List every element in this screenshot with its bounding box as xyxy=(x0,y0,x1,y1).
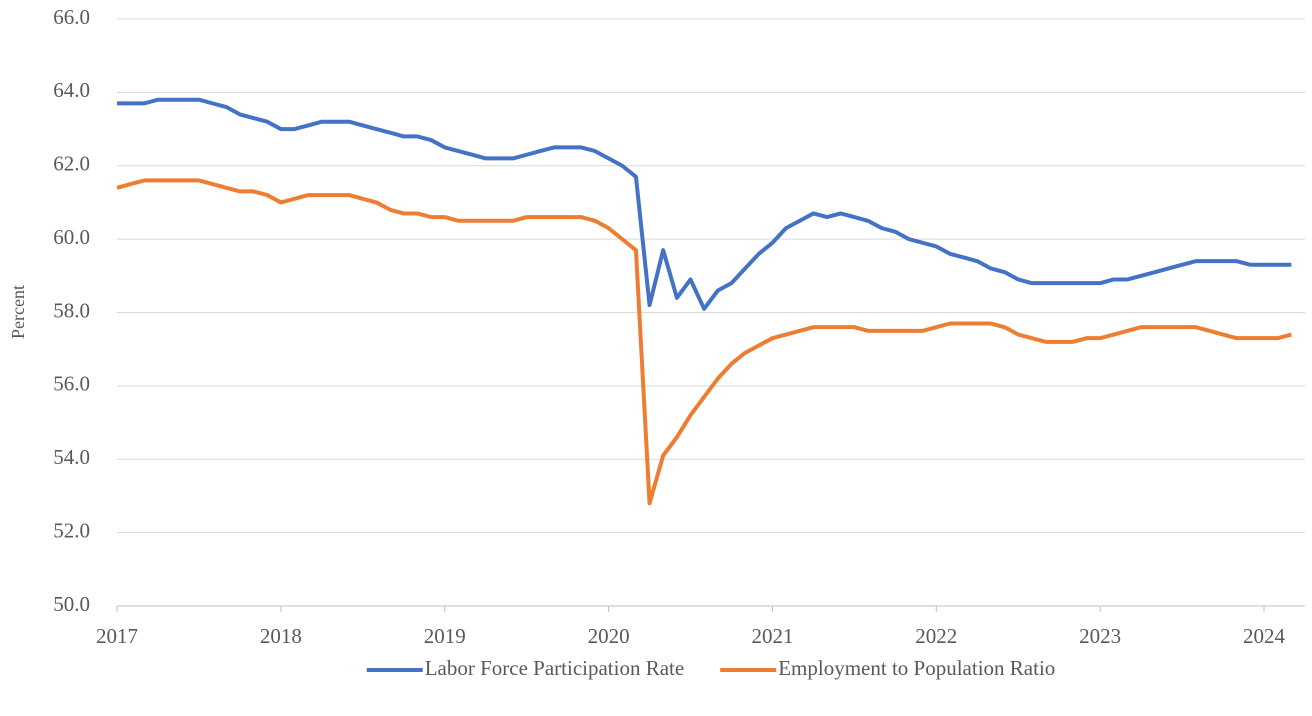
x-tick-label: 2018 xyxy=(260,624,302,648)
x-tick-label: 2024 xyxy=(1243,624,1286,648)
x-tick-label: 2021 xyxy=(751,624,793,648)
x-tick-label: 2023 xyxy=(1079,624,1121,648)
x-tick-label: 2020 xyxy=(588,624,630,648)
x-tick-label: 2017 xyxy=(96,624,138,648)
legend-label: Employment to Population Ratio xyxy=(778,656,1055,680)
y-tick-label: 64.0 xyxy=(53,78,90,102)
x-tick-label: 2019 xyxy=(424,624,466,648)
x-tick-label: 2022 xyxy=(915,624,957,648)
series-line xyxy=(117,97,1292,311)
y-tick-label: 56.0 xyxy=(53,372,90,396)
y-tick-label: 54.0 xyxy=(53,445,90,469)
y-tick-label: 52.0 xyxy=(53,518,90,542)
y-tick-label: 50.0 xyxy=(53,592,90,616)
legend-label: Labor Force Participation Rate xyxy=(425,656,685,680)
y-tick-label: 62.0 xyxy=(53,152,90,176)
y-tick-label: 60.0 xyxy=(53,225,90,249)
y-tick-label: 66.0 xyxy=(53,5,90,29)
y-tick-label: 58.0 xyxy=(53,298,90,322)
y-axis-label: Percent xyxy=(8,285,28,339)
series-line xyxy=(116,178,1292,506)
